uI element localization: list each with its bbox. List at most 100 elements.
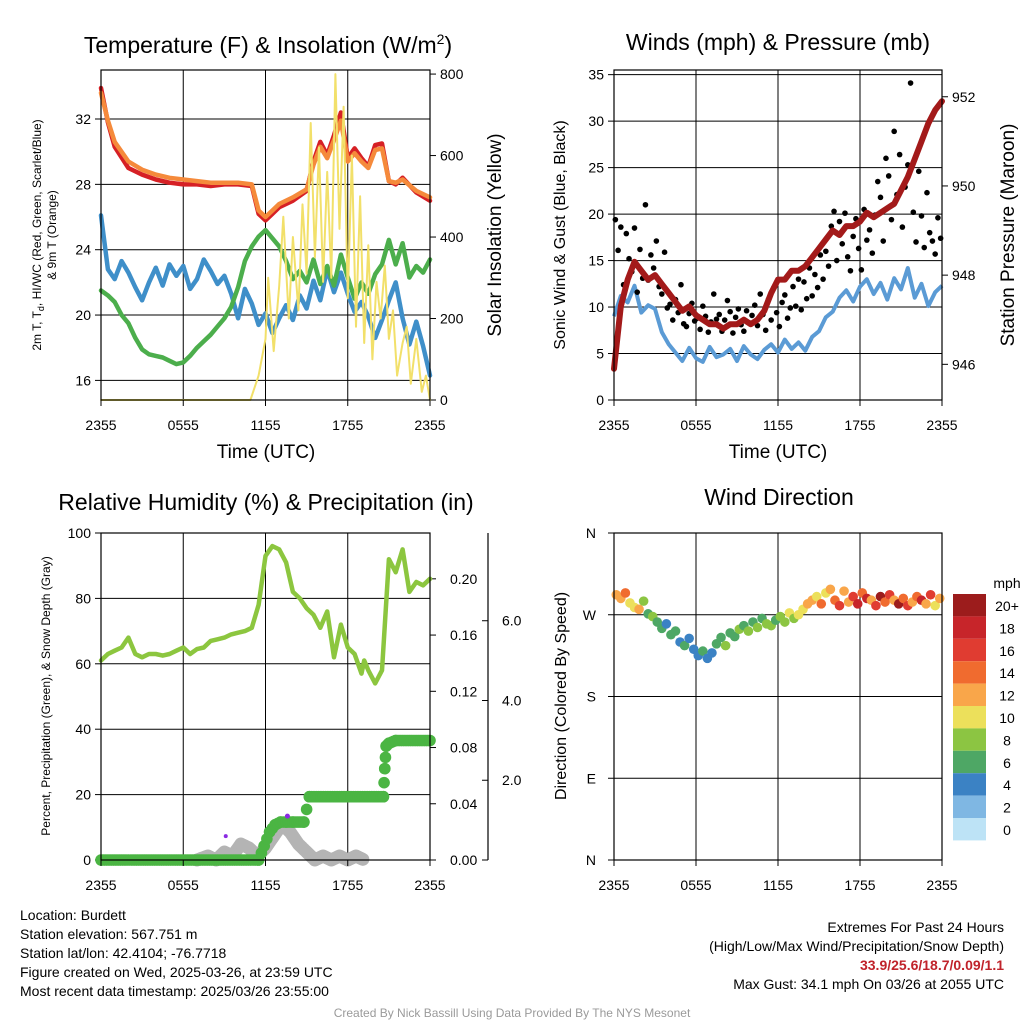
snow-depth-point: [356, 852, 370, 866]
direction-tick-label: N: [586, 852, 596, 868]
gust-point: [615, 247, 621, 254]
y-tick-label-left: 0: [83, 852, 91, 868]
colorbar-swatch: [953, 594, 986, 617]
gust-point: [776, 323, 783, 330]
wind-direction-point: [848, 591, 858, 602]
y-tick-label-precip: 0.00: [450, 852, 477, 868]
extremes-title: Extremes For Past 24 Hours: [827, 919, 1004, 935]
gust-point: [855, 245, 862, 252]
gust-point: [650, 265, 657, 271]
gust-point: [823, 248, 829, 255]
humidity-panel-title: Relative Humidity (%) & Precipitation (i…: [58, 489, 473, 515]
y-tick-label-right: 200: [440, 311, 464, 327]
y-tick-label-right: 952: [952, 89, 976, 105]
colorbar-label: 18: [999, 620, 1015, 636]
x-tick-label: 1755: [332, 877, 363, 893]
wind-direction-point: [834, 600, 845, 611]
gust-point: [697, 326, 703, 333]
wind-direction-point: [679, 640, 690, 651]
gust-point: [883, 155, 889, 162]
y-tick-label-left: 35: [588, 67, 604, 83]
x-tick-label: 0555: [168, 877, 199, 893]
gust-point: [782, 292, 788, 298]
max-gust-text: Max Gust: 34.1 mph On 03/26 at 2055 UTC: [733, 976, 1004, 992]
y-tick-label-right: 0: [440, 392, 448, 408]
gust-point: [820, 276, 826, 282]
y-tick-label-left: 28: [75, 176, 91, 192]
temperature-series-2: [98, 90, 433, 220]
wind-direction-point: [638, 596, 649, 606]
colorbar-label: 12: [999, 688, 1015, 704]
x-tick-label: 2355: [414, 417, 445, 433]
direction-tick-label: S: [587, 689, 596, 705]
gust-point: [653, 238, 660, 244]
y-tick-label-left: 30: [588, 113, 604, 129]
wind-x-label: Time (UTC): [729, 442, 828, 463]
gust-point: [741, 328, 747, 335]
x-tick-label: 0555: [680, 417, 711, 433]
wind-direction-point: [852, 599, 863, 609]
gust-point: [787, 305, 794, 311]
relative-humidity-line: [98, 543, 433, 686]
y-tick-label-left: 0: [596, 392, 604, 408]
gust-point: [910, 209, 917, 216]
created-text: Figure created on Wed, 2025-03-26, at 23…: [20, 964, 333, 980]
gust-point: [814, 284, 821, 291]
gust-point: [735, 306, 742, 312]
wind-direction-point: [811, 591, 822, 602]
recent-data-text: Most recent data timestamp: 2025/03/26 2…: [20, 983, 329, 999]
gust-point: [932, 251, 938, 257]
station-info: Location: Burdett Station elevation: 567…: [20, 906, 333, 1001]
gust-point: [724, 297, 731, 304]
y-tick-label-precip: 0.16: [450, 627, 477, 643]
x-tick-label: 1755: [332, 417, 363, 433]
y-tick-label-left: 40: [75, 721, 91, 737]
colorbar-swatch: [953, 728, 986, 751]
gust-point: [792, 303, 799, 309]
gust-point: [784, 315, 791, 321]
wind-direction-point: [921, 599, 931, 609]
gust-point: [836, 218, 843, 225]
wind-plot: 0 5 10 15 20 25 30 35 946 948 950 952 2355 0555 1155 17…: [588, 67, 975, 433]
y-tick-label-snow: 6.0: [502, 613, 522, 629]
gust-point: [678, 281, 684, 288]
y-tick-label-right: 400: [440, 229, 464, 245]
gust-point: [683, 323, 690, 330]
x-tick-label: 1155: [763, 417, 793, 433]
gust-point: [850, 233, 856, 240]
gust-point: [866, 227, 873, 233]
gust-point: [710, 291, 717, 297]
direction-tick-label: W: [583, 607, 597, 623]
colorbar-swatch: [953, 683, 986, 706]
wind-direction-point: [930, 600, 940, 611]
wind-direction-point: [825, 584, 836, 595]
pressure-line: [611, 98, 945, 372]
gust-point: [844, 254, 851, 260]
extremes-subtitle: (High/Low/Max Wind/Precipitation/Snow De…: [709, 938, 1004, 954]
colorbar-label: 6: [1003, 755, 1011, 771]
gust-point: [874, 178, 881, 185]
colorbar-label: 20+: [995, 598, 1019, 614]
gust-point: [899, 224, 906, 230]
colorbar-label: 2: [1003, 800, 1011, 816]
wind-direction-point: [925, 589, 936, 600]
y-tick-label-snow: 2.0: [502, 772, 522, 788]
gust-point: [896, 151, 903, 158]
wind-direction-point: [620, 588, 631, 598]
precip-point: [298, 816, 310, 828]
precip-point: [378, 762, 391, 775]
y-tick-label-left: 60: [75, 656, 91, 672]
gust-point: [842, 210, 848, 216]
y-tick-label-left: 20: [75, 307, 91, 323]
colorbar-swatch: [953, 818, 986, 841]
sonic-wind-line: [612, 266, 944, 364]
gust-point: [798, 307, 805, 313]
wind-direction-point: [816, 599, 827, 609]
y-tick-label-right: 946: [952, 356, 976, 372]
colorbar-swatch: [953, 706, 986, 729]
gust-point: [885, 173, 892, 179]
y-tick-label-left: 20: [75, 787, 91, 803]
gust-point: [877, 194, 884, 201]
wind-direction-point: [684, 633, 694, 644]
y-tick-label-left: 20: [588, 206, 604, 222]
